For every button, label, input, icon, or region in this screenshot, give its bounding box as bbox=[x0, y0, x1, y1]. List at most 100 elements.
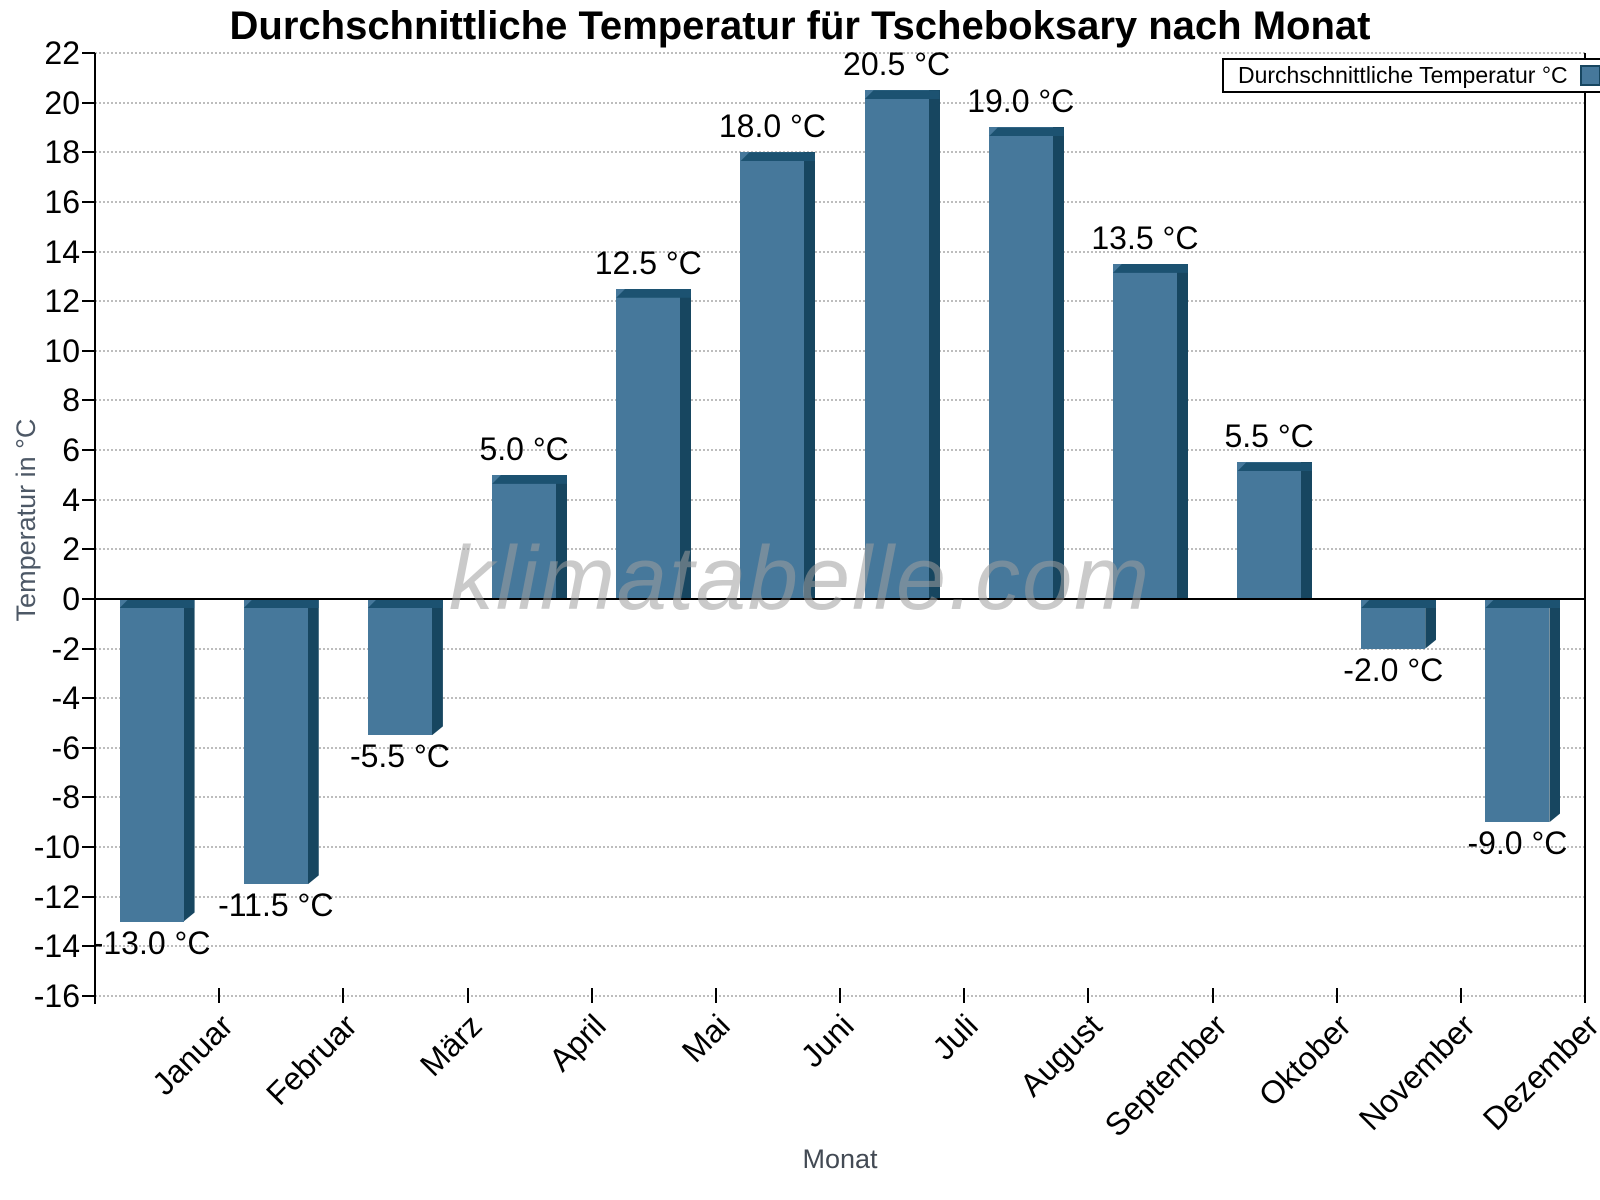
x-tick-11 bbox=[1459, 988, 1462, 1003]
value-label-november: -2.0 °C bbox=[1343, 651, 1444, 688]
gridline-16 bbox=[95, 200, 1585, 203]
legend-label: Durchschnittliche Temperatur °C bbox=[1238, 62, 1568, 88]
bar-top-3d bbox=[492, 474, 568, 484]
y-tick-label: -14 bbox=[33, 928, 80, 965]
bar-face bbox=[1485, 598, 1550, 823]
bar-side-3d bbox=[680, 288, 692, 599]
gridline-18 bbox=[95, 151, 1585, 154]
value-label-april: 5.0 °C bbox=[479, 430, 569, 467]
y-axis-line bbox=[94, 53, 96, 1004]
y-tick-label: -10 bbox=[33, 829, 80, 866]
gridline--4 bbox=[95, 697, 1585, 700]
bar-side-3d bbox=[556, 474, 568, 599]
x-tick-4 bbox=[590, 988, 593, 1003]
y-tick-label: -12 bbox=[33, 878, 80, 915]
y-tick-4 bbox=[82, 498, 95, 501]
bar-side-3d bbox=[1176, 263, 1188, 599]
bar-top-3d bbox=[740, 152, 816, 162]
y-tick-label: 6 bbox=[62, 432, 80, 469]
y-tick-label: 22 bbox=[44, 35, 80, 71]
y-tick-10 bbox=[82, 349, 95, 352]
bar-face bbox=[367, 598, 432, 736]
y-tick-label: -16 bbox=[33, 978, 80, 1014]
x-axis-title: Monat bbox=[802, 1144, 878, 1174]
bar-januar bbox=[119, 598, 195, 922]
x-tick-10 bbox=[1335, 988, 1338, 1003]
bar-side-3d bbox=[928, 90, 940, 599]
bar-juni bbox=[740, 152, 816, 599]
x-tick-12 bbox=[1584, 988, 1586, 1003]
bar-top-3d bbox=[616, 288, 692, 298]
x-tick-9 bbox=[1211, 988, 1214, 1003]
y-tick-label: -4 bbox=[51, 680, 80, 717]
gridline-10 bbox=[95, 349, 1585, 352]
bar-face bbox=[864, 90, 929, 599]
gridline--10 bbox=[95, 846, 1585, 849]
y-tick--10 bbox=[82, 846, 95, 849]
bar-september bbox=[1112, 263, 1188, 599]
bar-side-3d bbox=[804, 152, 816, 599]
y-tick-label: 8 bbox=[62, 382, 80, 419]
y-tick-label: 20 bbox=[44, 84, 80, 121]
y-tick--4 bbox=[82, 697, 95, 700]
y-tick-label: 16 bbox=[44, 183, 80, 220]
bar-oktober bbox=[1237, 462, 1313, 599]
y-tick--8 bbox=[82, 796, 95, 799]
y-tick--16 bbox=[82, 995, 95, 997]
gridline-12 bbox=[95, 300, 1585, 303]
bar-face bbox=[740, 152, 805, 599]
gridline-22 bbox=[95, 52, 1585, 54]
x-tick-6 bbox=[839, 988, 841, 1003]
chart-title: Durchschnittliche Temperatur für Tschebo… bbox=[229, 4, 1371, 48]
value-label-februar: -11.5 °C bbox=[218, 887, 334, 924]
value-label-märz: -5.5 °C bbox=[349, 738, 450, 775]
y-tick-label: -8 bbox=[51, 779, 80, 816]
zero-line bbox=[95, 597, 1585, 600]
bar-side-3d bbox=[1301, 462, 1313, 599]
y-tick-2 bbox=[82, 548, 95, 551]
y-tick-label: 18 bbox=[44, 134, 80, 171]
gridline--2 bbox=[95, 647, 1585, 650]
bar-dezember bbox=[1485, 598, 1561, 823]
y-tick-18 bbox=[82, 151, 95, 154]
y-tick-0 bbox=[82, 597, 95, 600]
gridline--12 bbox=[95, 895, 1585, 898]
value-label-september: 13.5 °C bbox=[1091, 219, 1199, 256]
gridline-6 bbox=[95, 449, 1585, 452]
bar-face bbox=[988, 127, 1053, 599]
y-tick-label: 4 bbox=[62, 481, 80, 518]
value-label-juni: 18.0 °C bbox=[718, 108, 826, 145]
bar-face bbox=[1112, 263, 1177, 599]
bar-face bbox=[1237, 462, 1302, 599]
bar-face bbox=[616, 288, 681, 599]
bar-märz bbox=[367, 598, 443, 736]
bar-top-3d bbox=[1361, 598, 1437, 608]
bar-side-3d bbox=[1052, 127, 1064, 599]
bar-top-3d bbox=[243, 598, 319, 608]
bar-november bbox=[1361, 598, 1437, 649]
bar-top-3d bbox=[1485, 598, 1561, 608]
gridline--8 bbox=[95, 796, 1585, 799]
bar-face bbox=[243, 598, 308, 885]
gridline--6 bbox=[95, 746, 1585, 749]
bar-face bbox=[119, 598, 184, 922]
bar-april bbox=[492, 474, 568, 599]
x-tick-7 bbox=[963, 988, 966, 1003]
legend: Durchschnittliche Temperatur °C bbox=[1222, 58, 1600, 93]
bar-side-3d bbox=[308, 599, 319, 884]
bar-top-3d bbox=[1237, 462, 1313, 472]
bar-top-3d bbox=[119, 598, 195, 608]
bar-side-3d bbox=[432, 599, 443, 735]
y-tick-label: 0 bbox=[62, 580, 80, 617]
x-tick-8 bbox=[1087, 988, 1090, 1003]
bar-side-3d bbox=[1549, 599, 1560, 822]
y-tick--14 bbox=[82, 945, 95, 948]
y-tick--2 bbox=[82, 647, 95, 650]
x-tick-3 bbox=[466, 988, 469, 1003]
y-tick-22 bbox=[82, 52, 95, 54]
bar-juli bbox=[864, 90, 940, 599]
y-axis-title: Temperatur in °C bbox=[11, 418, 41, 622]
value-label-oktober: 5.5 °C bbox=[1224, 418, 1314, 455]
y-tick-label: 12 bbox=[44, 283, 80, 320]
